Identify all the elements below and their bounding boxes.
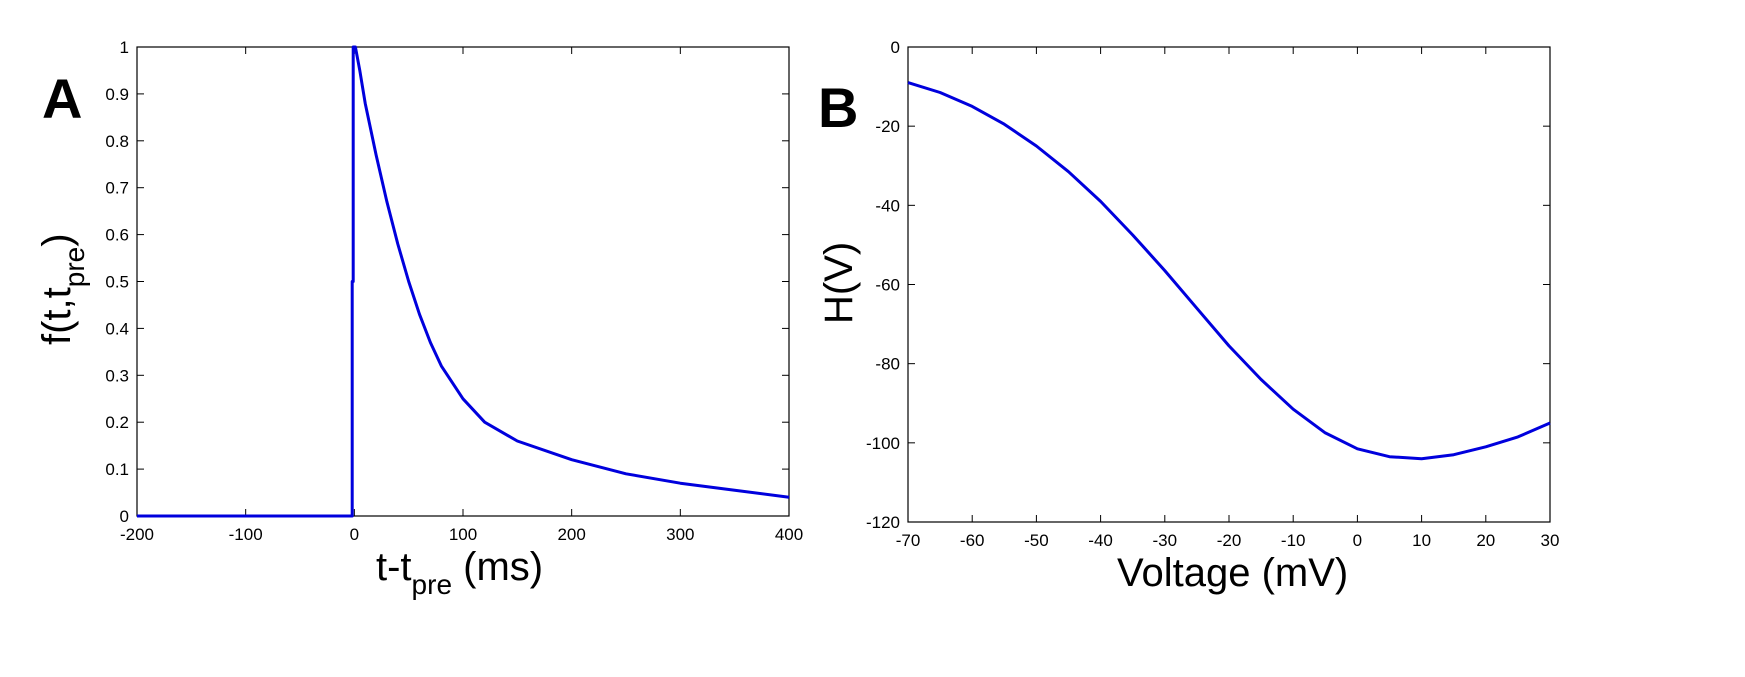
panel-b-x-axis-label: Voltage (mV)	[1117, 551, 1348, 595]
panel-a-x-tick-label: 400	[775, 525, 803, 544]
panel-a-plot-frame	[136, 46, 790, 517]
panel-b-x-tick-label: 0	[1353, 531, 1362, 550]
panel-a-y-tick-label: 0.6	[105, 226, 129, 245]
panel-a-y-tick-label: 0.9	[105, 85, 129, 104]
panel-b-y-tick-label: -20	[875, 117, 900, 136]
panel-b-x-tick-label: -70	[896, 531, 921, 550]
panel-b-plot-frame	[907, 46, 1551, 523]
panel-a-y-tick-label: 0.5	[105, 273, 129, 292]
panel-b-tick-labels: -70 -60 -50 -40 -30 -20 -10 0 10 20 30-120-100-80-…	[866, 38, 1559, 550]
panel-a-x-axis-label: t-tpre (ms)	[376, 545, 543, 600]
panel-b-y-tick-label: 0	[891, 38, 900, 57]
panel-b-ticks	[907, 46, 1551, 523]
panel-a-y-tick-label: 0.2	[105, 413, 129, 432]
panel-a-y-tick-label: 0.8	[105, 132, 129, 151]
panel-b-y-tick-label: -100	[866, 434, 900, 453]
panel-a-x-tick-label: -100	[229, 525, 263, 544]
panel-b: B -70 -60 -50 -40 -30 -20 -10 0 10 20 30-120-100-8…	[817, 38, 1559, 595]
panel-a-series-line	[137, 45, 790, 518]
panel-a-x-tick-label: 100	[449, 525, 477, 544]
panel-b-x-tick-label: 10	[1412, 531, 1431, 550]
panel-a-y-tick-label: 0	[120, 507, 129, 526]
panel-b-y-tick-label: -80	[875, 355, 900, 374]
panel-a-x-tick-label: -200	[120, 525, 154, 544]
panel-b-y-tick-label: -60	[875, 276, 900, 295]
panel-b-y-axis-label: H(V)	[817, 242, 861, 324]
panel-b-x-tick-label: -60	[960, 531, 985, 550]
panel-a-x-tick-label: 0	[350, 525, 359, 544]
panel-a-y-axis-label: f(t,tpre)	[35, 233, 90, 345]
panel-b-y-tick-label: -40	[875, 196, 900, 215]
panel-b-series-line	[907, 81, 1551, 461]
panel-b-x-tick-label: -50	[1024, 531, 1049, 550]
panel-a-y-tick-label: 0.3	[105, 366, 129, 385]
panel-a: A -200 -100 0 100 200 300 400 0 0.1 0.2 0.3 0.4 0.5 0…	[35, 38, 803, 600]
panel-b-x-tick-label: 30	[1541, 531, 1560, 550]
panel-a-y-tick-label: 0.1	[105, 460, 129, 479]
panel-a-x-tick-label: 200	[557, 525, 585, 544]
panel-a-y-tick-label: 0.7	[105, 179, 129, 198]
panel-a-letter: A	[42, 67, 82, 130]
panel-a-x-tick-label: 300	[666, 525, 694, 544]
panel-a-tick-labels: -200 -100 0 100 200 300 400 0 0.1 0.2 0.3 0.4 0.5 0.6…	[105, 38, 803, 544]
panel-b-x-tick-label: -40	[1088, 531, 1113, 550]
panel-a-y-tick-label: 1	[120, 38, 129, 57]
panel-b-x-tick-label: 20	[1476, 531, 1495, 550]
panel-b-x-tick-label: -20	[1217, 531, 1242, 550]
panel-b-y-tick-label: -120	[866, 513, 900, 532]
panel-b-x-tick-label: -10	[1281, 531, 1306, 550]
panel-a-y-tick-label: 0.4	[105, 319, 129, 338]
panel-a-ticks	[136, 46, 790, 517]
panel-b-letter: B	[818, 76, 858, 139]
panel-b-x-tick-label: -30	[1153, 531, 1178, 550]
